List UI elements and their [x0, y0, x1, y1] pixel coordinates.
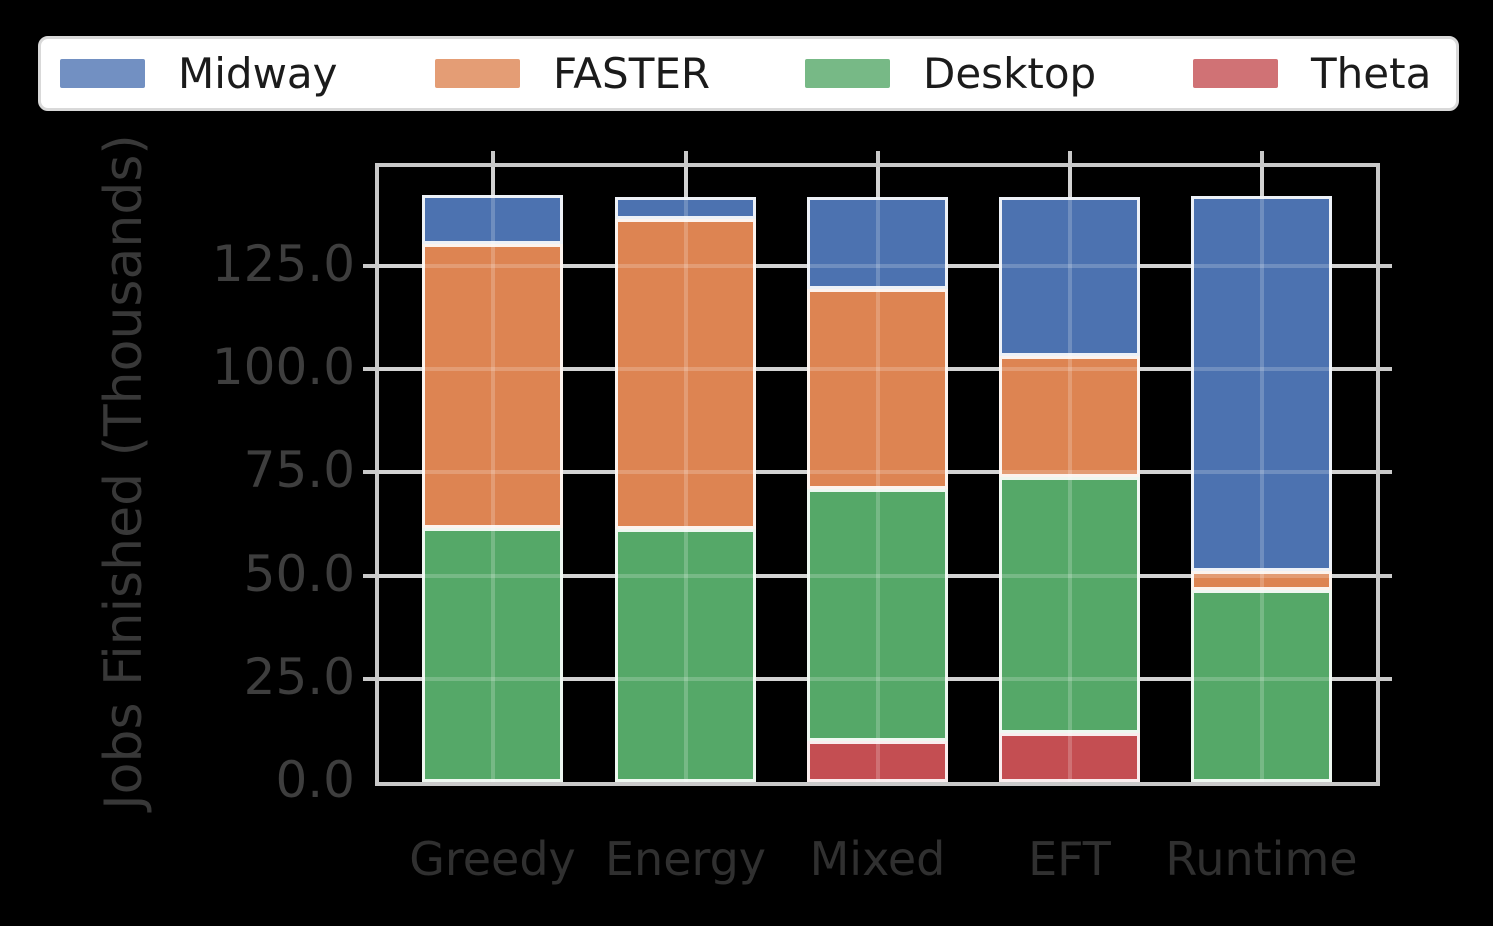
bar-greedy [422, 195, 563, 782]
x-tick-mark-top-energy [683, 151, 688, 163]
x-tick-mark-top-greedy [490, 151, 495, 163]
y-tick-label-25.0: 25.0 [243, 647, 355, 706]
bar-segment-desktop-eft [999, 477, 1140, 733]
x-tick-label-greedy: Greedy [409, 832, 576, 886]
y-tick-label-75.0: 75.0 [243, 441, 355, 500]
x-tick-mark-top-runtime [1259, 151, 1264, 163]
y-tick-mark-right-25 [1380, 676, 1392, 681]
y-tick-mark-right-75 [1380, 470, 1392, 475]
bar-mixed [807, 197, 948, 782]
y-tick-mark-left-100 [363, 367, 375, 372]
y-tick-label-100.0: 100.0 [211, 338, 355, 397]
y-tick-mark-left-125 [363, 264, 375, 269]
plot-area [379, 167, 1376, 782]
y-tick-mark-left-50 [363, 573, 375, 578]
bar-segment-midway-runtime [1191, 196, 1332, 571]
x-tick-label-runtime: Runtime [1165, 832, 1358, 886]
legend-item-midway: Midway [60, 39, 338, 108]
bar-segment-midway-mixed [807, 197, 948, 289]
x-tick-label-mixed: Mixed [809, 832, 946, 886]
x-tick-mark-top-mixed [875, 151, 880, 163]
y-tick-mark-right-125 [1380, 264, 1392, 269]
theta-swatch [1193, 59, 1278, 88]
legend-label-midway: Midway [178, 48, 338, 98]
bar-segment-theta-mixed [807, 741, 948, 782]
x-tick-label-eft: EFT [1028, 832, 1111, 886]
y-tick-mark-right-100 [1380, 367, 1392, 372]
bar-segment-faster-greedy [422, 244, 563, 528]
y-tick-mark-left-75 [363, 470, 375, 475]
x-tick-label-energy: Energy [604, 832, 767, 886]
y-tick-label-125.0: 125.0 [211, 235, 355, 294]
bar-segment-faster-mixed [807, 289, 948, 489]
y-tick-mark-right-50 [1380, 573, 1392, 578]
legend-item-faster: FASTER [435, 39, 710, 108]
bar-segment-desktop-greedy [422, 528, 563, 782]
legend-item-desktop: Desktop [805, 39, 1096, 108]
faster-swatch [435, 59, 520, 88]
bar-segment-desktop-energy [615, 529, 756, 782]
bar-runtime [1191, 196, 1332, 782]
desktop-swatch [805, 59, 890, 88]
bar-segment-faster-energy [615, 219, 756, 529]
legend-label-desktop: Desktop [923, 48, 1097, 98]
bar-segment-desktop-mixed [807, 489, 948, 741]
bar-segment-faster-runtime [1191, 571, 1332, 590]
legend: Midway FASTER Desktop Theta [38, 36, 1459, 111]
y-tick-mark-left-25 [363, 676, 375, 681]
bar-segment-desktop-runtime [1191, 590, 1332, 782]
bar-segment-midway-energy [615, 197, 756, 219]
legend-label-faster: FASTER [553, 48, 711, 98]
bar-energy [615, 197, 756, 782]
bar-segment-midway-eft [999, 197, 1140, 356]
y-tick-label-50.0: 50.0 [243, 544, 355, 603]
bar-eft [999, 197, 1140, 782]
y-tick-label-0.0: 0.0 [275, 751, 355, 809]
axes [375, 163, 1380, 786]
bar-segment-theta-eft [999, 733, 1140, 782]
legend-label-theta: Theta [1311, 48, 1432, 98]
bar-segment-midway-greedy [422, 195, 563, 244]
midway-swatch [60, 59, 145, 88]
bar-segment-faster-eft [999, 356, 1140, 477]
legend-item-theta: Theta [1193, 39, 1431, 108]
x-tick-mark-top-eft [1067, 151, 1072, 163]
